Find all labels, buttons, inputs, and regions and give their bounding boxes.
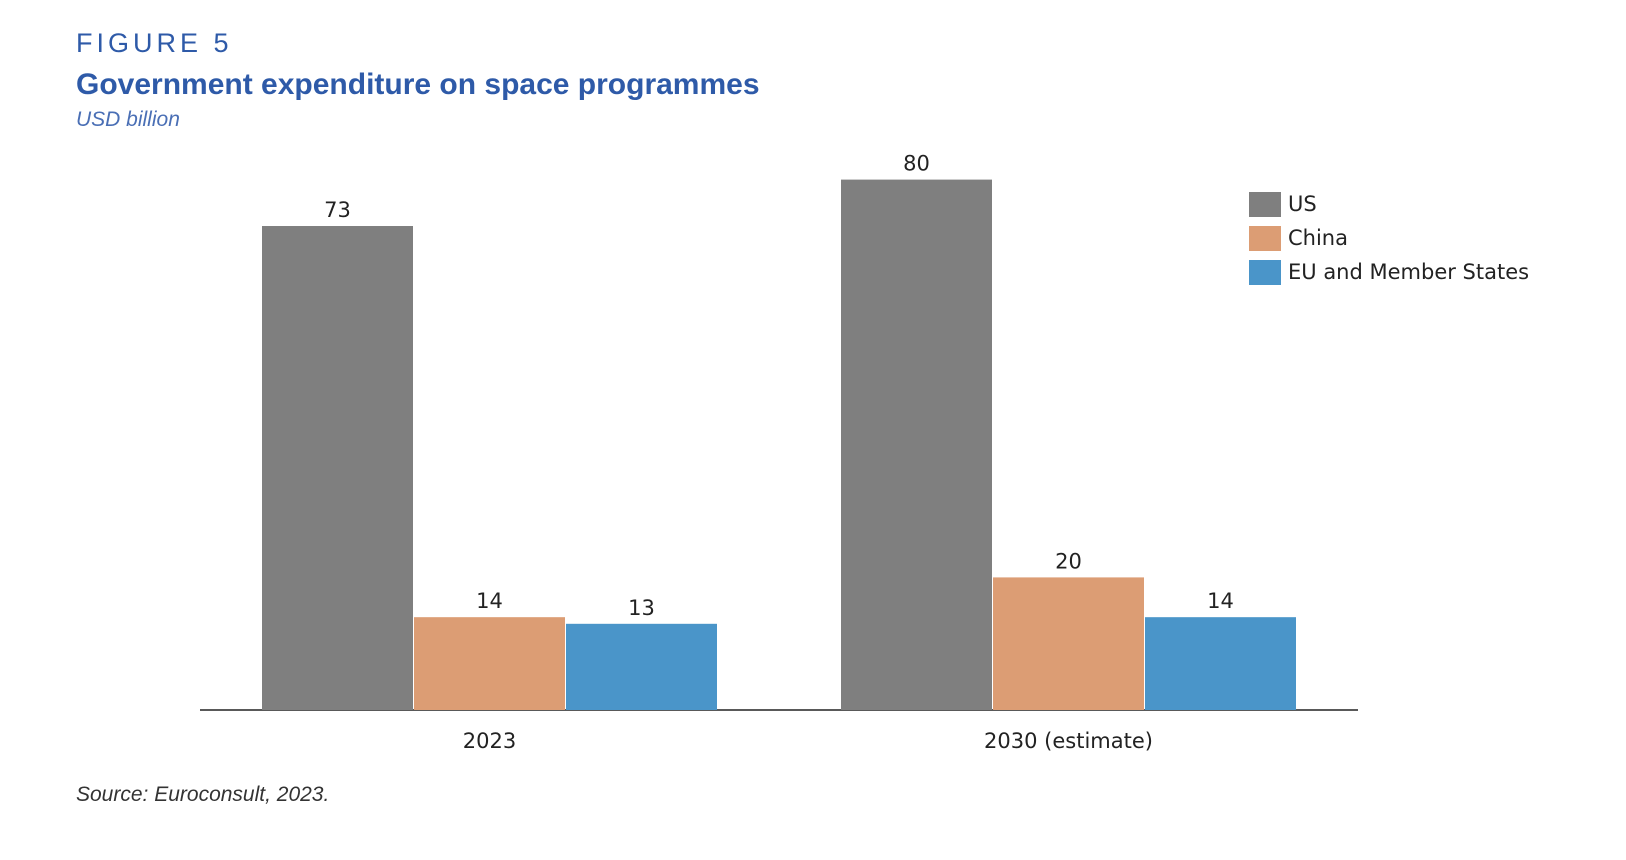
legend-item-china: China — [1249, 221, 1529, 255]
legend-swatch-china — [1249, 225, 1281, 251]
bar-eu-0 — [566, 623, 717, 710]
legend-label-us: US — [1288, 192, 1317, 216]
legend-swatch-us — [1249, 191, 1281, 217]
bar-us-0 — [262, 226, 413, 710]
data-label-eu-1: 14 — [1207, 589, 1234, 613]
data-label-china-1: 20 — [1055, 549, 1082, 573]
legend: US China EU and Member States — [1249, 187, 1529, 289]
bar-china-1 — [993, 577, 1144, 710]
source-note: Source: Euroconsult, 2023. — [76, 783, 330, 806]
bar-china-0 — [414, 617, 565, 710]
legend-label-eu: EU and Member States — [1288, 260, 1530, 284]
category-label-0: 2023 — [463, 729, 516, 753]
legend-swatch-eu — [1249, 259, 1281, 285]
bar-us-1 — [841, 179, 992, 711]
legend-item-us: US — [1249, 187, 1529, 221]
data-label-eu-0: 13 — [628, 596, 655, 620]
data-label-us-1: 80 — [903, 152, 930, 176]
figure-label: FIGURE 5 — [76, 28, 233, 58]
chart-title: Government expenditure on space programm… — [76, 68, 760, 101]
chart-subtitle: USD billion — [76, 108, 180, 131]
legend-label-china: China — [1288, 226, 1348, 250]
data-label-china-0: 14 — [476, 589, 503, 613]
category-label-1: 2030 (estimate) — [984, 729, 1153, 753]
legend-item-eu: EU and Member States — [1249, 255, 1529, 289]
bar-eu-1 — [1145, 617, 1296, 710]
data-label-us-0: 73 — [324, 198, 351, 222]
